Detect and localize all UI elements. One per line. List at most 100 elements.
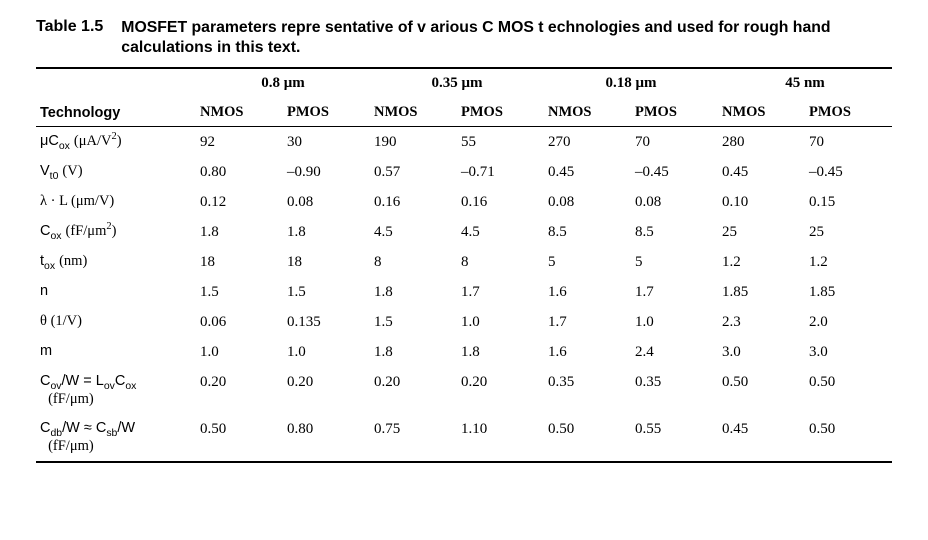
parameter-value: 8	[457, 247, 544, 277]
parameter-label: λ · L (μm/V)	[36, 187, 196, 217]
parameter-value: –0.45	[631, 157, 718, 187]
parameter-value: 0.20	[457, 367, 544, 414]
parameter-value: 70	[805, 127, 892, 157]
parameter-value: 0.50	[805, 367, 892, 414]
parameter-value: 1.0	[457, 307, 544, 337]
table-row: n1.51.51.81.71.61.71.851.85	[36, 277, 892, 307]
parameter-value: 18	[283, 247, 370, 277]
table-row: tox (nm)181888551.21.2	[36, 247, 892, 277]
parameter-value: 0.06	[196, 307, 283, 337]
node-header-row: 0.8 μm 0.35 μm 0.18 μm 45 nm	[36, 69, 892, 98]
table-body: μCox (μA/V2)9230190552707028070Vt0 (V)0.…	[36, 127, 892, 463]
parameter-value: 0.08	[631, 187, 718, 217]
parameter-value: 4.5	[457, 217, 544, 247]
parameter-value: 1.0	[283, 337, 370, 367]
parameter-value: 1.6	[544, 277, 631, 307]
parameter-value: 270	[544, 127, 631, 157]
table-row: λ · L (μm/V)0.120.080.160.160.080.080.10…	[36, 187, 892, 217]
parameter-value: 8.5	[631, 217, 718, 247]
parameter-label: μCox (μA/V2)	[36, 127, 196, 157]
parameter-value: 70	[631, 127, 718, 157]
parameter-value: 0.80	[196, 157, 283, 187]
table-caption: Table 1.5 MOSFET parameters repre sentat…	[36, 18, 892, 57]
type-header: PMOS	[457, 98, 544, 127]
parameter-label: n	[36, 277, 196, 307]
parameter-value: 0.10	[718, 187, 805, 217]
type-header-row: Technology NMOS PMOS NMOS PMOS NMOS PMOS…	[36, 98, 892, 127]
parameter-value: 1.0	[631, 307, 718, 337]
type-header: PMOS	[805, 98, 892, 127]
parameter-value: –0.71	[457, 157, 544, 187]
parameter-value: 1.7	[544, 307, 631, 337]
parameter-label: Cdb/W ≈ Csb/W (fF/μm)	[36, 414, 196, 462]
parameter-value: 3.0	[805, 337, 892, 367]
type-header: PMOS	[631, 98, 718, 127]
table-row: Vt0 (V)0.80–0.900.57–0.710.45–0.450.45–0…	[36, 157, 892, 187]
table-row: m1.01.01.81.81.62.43.03.0	[36, 337, 892, 367]
parameter-value: 1.0	[196, 337, 283, 367]
parameter-value: 0.55	[631, 414, 718, 462]
parameter-value: 0.15	[805, 187, 892, 217]
parameter-value: 18	[196, 247, 283, 277]
table-row: Cox (fF/μm2)1.81.84.54.58.58.52525	[36, 217, 892, 247]
technology-header: Technology	[36, 98, 196, 127]
parameter-value: 5	[544, 247, 631, 277]
parameter-value: 0.57	[370, 157, 457, 187]
table-row: Cdb/W ≈ Csb/W (fF/μm)0.500.800.751.100.5…	[36, 414, 892, 462]
parameter-value: 0.45	[718, 414, 805, 462]
node-header: 0.18 μm	[544, 69, 718, 98]
parameter-value: 1.6	[544, 337, 631, 367]
parameter-value: 0.50	[544, 414, 631, 462]
parameter-value: 1.5	[196, 277, 283, 307]
parameter-value: 8	[370, 247, 457, 277]
parameter-value: 0.35	[544, 367, 631, 414]
parameter-value: 0.16	[370, 187, 457, 217]
parameter-value: 1.8	[283, 217, 370, 247]
parameter-label: tox (nm)	[36, 247, 196, 277]
table-header: 0.8 μm 0.35 μm 0.18 μm 45 nm Technology …	[36, 68, 892, 127]
type-header: NMOS	[718, 98, 805, 127]
parameter-value: 3.0	[718, 337, 805, 367]
node-header: 0.35 μm	[370, 69, 544, 98]
parameter-value: 0.08	[283, 187, 370, 217]
parameter-value: 1.85	[718, 277, 805, 307]
parameter-value: 0.50	[718, 367, 805, 414]
parameter-value: 5	[631, 247, 718, 277]
parameter-label: Cov/W = LovCox (fF/μm)	[36, 367, 196, 414]
parameter-value: 280	[718, 127, 805, 157]
parameter-value: 0.08	[544, 187, 631, 217]
table-label: Table 1.5	[36, 18, 103, 57]
parameter-value: 1.8	[196, 217, 283, 247]
parameter-value: 0.45	[718, 157, 805, 187]
page: Table 1.5 MOSFET parameters repre sentat…	[0, 0, 928, 540]
parameter-value: 8.5	[544, 217, 631, 247]
parameter-value: 0.45	[544, 157, 631, 187]
node-header: 45 nm	[718, 69, 892, 98]
parameter-value: 1.7	[457, 277, 544, 307]
parameter-value: 1.2	[718, 247, 805, 277]
parameter-value: 0.20	[196, 367, 283, 414]
parameter-value: 25	[718, 217, 805, 247]
table-row: μCox (μA/V2)9230190552707028070	[36, 127, 892, 157]
type-header: NMOS	[196, 98, 283, 127]
table-row: Cov/W = LovCox (fF/μm)0.200.200.200.200.…	[36, 367, 892, 414]
parameter-value: 1.5	[283, 277, 370, 307]
parameter-value: 92	[196, 127, 283, 157]
node-header: 0.8 μm	[196, 69, 370, 98]
parameter-label: θ (1/V)	[36, 307, 196, 337]
type-header: PMOS	[283, 98, 370, 127]
parameter-value: 1.5	[370, 307, 457, 337]
parameter-value: 0.16	[457, 187, 544, 217]
parameter-value: 1.7	[631, 277, 718, 307]
parameter-value: 2.4	[631, 337, 718, 367]
parameter-value: 1.85	[805, 277, 892, 307]
parameter-value: 2.0	[805, 307, 892, 337]
parameter-value: 0.20	[370, 367, 457, 414]
parameter-value: 1.2	[805, 247, 892, 277]
parameter-value: 2.3	[718, 307, 805, 337]
table-row: θ (1/V)0.060.1351.51.01.71.02.32.0	[36, 307, 892, 337]
parameter-value: 30	[283, 127, 370, 157]
parameter-value: 1.10	[457, 414, 544, 462]
parameter-value: 25	[805, 217, 892, 247]
parameter-label: Vt0 (V)	[36, 157, 196, 187]
